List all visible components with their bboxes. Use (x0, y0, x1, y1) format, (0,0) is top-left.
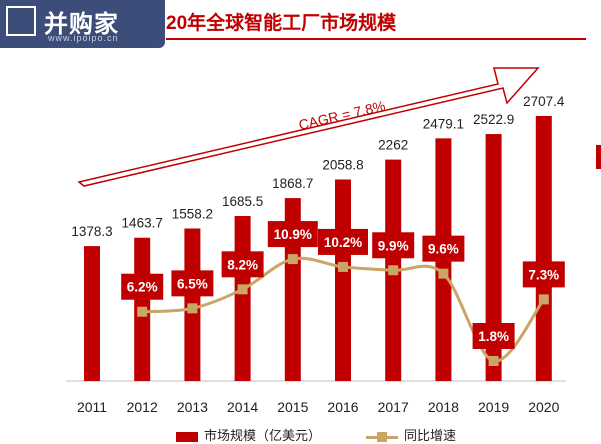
growth-marker-2020 (538, 294, 549, 305)
bar-value-label-2020: 2707.4 (523, 94, 565, 109)
cagr-arrow: CAGR = 7.8% (77, 67, 540, 187)
growth-label-box-2013 (171, 270, 214, 297)
bar-value-label-2013: 1558.2 (172, 206, 213, 221)
growth-marker-2018 (438, 268, 449, 279)
growth-marker-2012 (137, 306, 148, 317)
bar-value-label-2017: 2262 (378, 138, 408, 153)
labels: 1378.3 2011 1463.7 2012 1558.2 2013 1685.5 2014… (71, 94, 565, 415)
legend-bar-item: 市场规模（亿美元） (176, 425, 321, 444)
bar-2014 (234, 216, 251, 381)
x-tick-2020: 2020 (528, 399, 559, 415)
bar-value-label-2014: 1685.5 (222, 194, 263, 209)
bar-2020 (535, 116, 552, 381)
growth-line (137, 254, 549, 366)
legend-bar-label: 市场规模（亿美元） (204, 428, 322, 443)
bar-2016 (335, 179, 351, 381)
legend-line-item: 同比增速 (366, 425, 456, 444)
growth-label-box-2014 (221, 251, 264, 278)
cagr-label: CAGR = 7.8% (297, 97, 387, 132)
bar-value-label-2018: 2479.1 (423, 116, 464, 131)
growth-marker-2014 (237, 284, 248, 295)
growth-label-2020: 7.3% (528, 267, 559, 282)
chart-logo-icon (6, 6, 36, 36)
growth-label-2012: 6.2% (127, 280, 158, 295)
logo-text: 并购家 (44, 11, 119, 38)
growth-label-2014: 8.2% (227, 257, 258, 272)
x-tick-2012: 2012 (127, 399, 158, 415)
bar-value-label-2012: 1463.7 (122, 216, 163, 231)
growth-marker-2015 (287, 254, 298, 265)
growth-label-box-2020 (522, 261, 565, 288)
bar-value-label-2015: 1868.7 (272, 176, 313, 191)
growth-marker-2016 (338, 261, 348, 272)
x-tick-2013: 2013 (177, 399, 208, 415)
bar-value-label-2016: 2058.8 (322, 157, 363, 172)
growth-label-box-2018 (422, 235, 465, 262)
legend-line-label: 同比增速 (404, 428, 457, 443)
growth-label-2015: 10.9% (274, 227, 312, 242)
legend-line-swatch (366, 431, 398, 442)
cagr-arrow-shape (77, 67, 540, 187)
growth-marker-2019 (488, 356, 499, 366)
x-tick-2015: 2015 (277, 399, 308, 415)
bar-2019 (485, 134, 502, 381)
growth-label-box-2012 (121, 273, 164, 300)
x-tick-2018: 2018 (428, 399, 459, 415)
growth-label-box-2017 (372, 232, 415, 259)
logo: 并购家 www.ipoipo.cn (0, 0, 165, 48)
x-tick-2019: 2019 (478, 399, 509, 415)
title-underline (166, 38, 586, 40)
x-tick-2016: 2016 (327, 399, 358, 415)
chart-title: 20年全球智能工厂市场规模 (166, 13, 397, 34)
x-tick-2017: 2017 (378, 399, 409, 415)
x-tick-2014: 2014 (227, 399, 258, 415)
legend-bar-swatch (176, 431, 198, 442)
growth-label-2017: 9.9% (378, 238, 409, 253)
growth-label-2016: 10.2% (324, 235, 362, 250)
growth-marker-2017 (388, 265, 399, 276)
x-tick-2011: 2011 (77, 399, 107, 415)
growth-label-2019: 1.8% (478, 329, 509, 344)
growth-line-path (142, 256, 546, 363)
bar-2011 (84, 246, 100, 381)
bar-value-label-2019: 2522.9 (473, 112, 514, 127)
growth-label-box-2019 (472, 323, 515, 349)
logo-url: www.ipoipo.cn (48, 33, 119, 43)
growth-label-box-2015 (267, 221, 318, 248)
growth-label-2018: 9.6% (428, 242, 459, 257)
bar-value-label-2011: 1378.3 (71, 224, 112, 239)
growth-label-box-2016 (318, 228, 368, 255)
growth-label-2013: 6.5% (177, 276, 208, 291)
edge-marker (596, 145, 601, 169)
growth-marker-2013 (187, 303, 198, 314)
